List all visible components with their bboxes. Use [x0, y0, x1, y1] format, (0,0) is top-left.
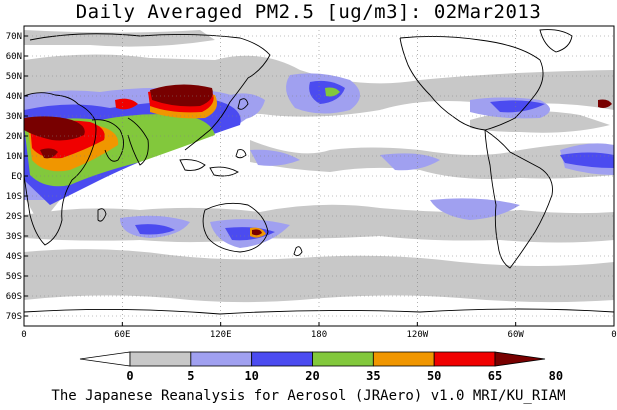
- lat-tick-label: 10S: [6, 192, 22, 202]
- colorbar-swatch: [251, 351, 313, 367]
- colorbar-swatch: [312, 351, 374, 367]
- lat-tick-label: EQ: [11, 172, 22, 182]
- colorbar-swatch: [79, 351, 131, 367]
- colorbar-swatch: [372, 351, 435, 367]
- lon-tick-label: 60W: [508, 330, 525, 340]
- lat-tick-label: 20S: [6, 212, 22, 222]
- lat-tick-label: 20N: [6, 132, 22, 142]
- colorbar-level-label: 50: [427, 369, 441, 383]
- footer-credit: The Japanese Reanalysis for Aerosol (JRA…: [51, 388, 566, 404]
- lat-tick-label: 10N: [6, 152, 22, 162]
- lon-tick-label: 60E: [114, 330, 130, 340]
- latitude-ticks: 70N 60N 50N 40N 30N 20N 10N EQ 10S 20S 30S 40S 50S 60…: [6, 32, 28, 322]
- longitude-ticks: 0 60E 120E 180 120W 60W 0: [21, 322, 617, 340]
- lat-tick-label: 60N: [6, 52, 22, 62]
- lon-tick-label: 120W: [406, 330, 428, 340]
- colorbar-swatch: [190, 351, 253, 367]
- lon-tick-label: 180: [311, 330, 327, 340]
- lon-tick-label: 0: [611, 330, 616, 340]
- lon-tick-label: 120E: [210, 330, 232, 340]
- colorbar-swatch: [433, 351, 496, 367]
- colorbar-level-label: 0: [126, 369, 133, 383]
- colorbar-level-label: 10: [244, 369, 258, 383]
- page-title: Daily Averaged PM2.5 [ug/m3]: 02Mar2013: [75, 1, 542, 23]
- colorbar-level-label: 65: [488, 369, 502, 383]
- lat-tick-label: 60S: [6, 292, 22, 302]
- colorbar-swatch: [129, 351, 192, 367]
- colorbar-level-label: 5: [187, 369, 194, 383]
- lat-tick-label: 40N: [6, 92, 22, 102]
- lat-tick-label: 50N: [6, 72, 22, 82]
- lon-tick-label: 0: [21, 330, 26, 340]
- lat-tick-label: 70S: [6, 312, 22, 322]
- colorbar-level-label: 35: [366, 369, 380, 383]
- colorbar-level-label: 80: [549, 369, 563, 383]
- lat-tick-label: 30N: [6, 112, 22, 122]
- coastlines: [24, 29, 614, 315]
- colorbar-level-label: 20: [305, 369, 319, 383]
- lat-tick-label: 40S: [6, 252, 22, 262]
- lat-tick-label: 50S: [6, 272, 22, 282]
- lat-tick-label: 30S: [6, 232, 22, 242]
- lat-tick-label: 70N: [6, 32, 22, 42]
- pm25-band-80-plus: [24, 84, 612, 236]
- colorbar-swatch: [494, 351, 546, 367]
